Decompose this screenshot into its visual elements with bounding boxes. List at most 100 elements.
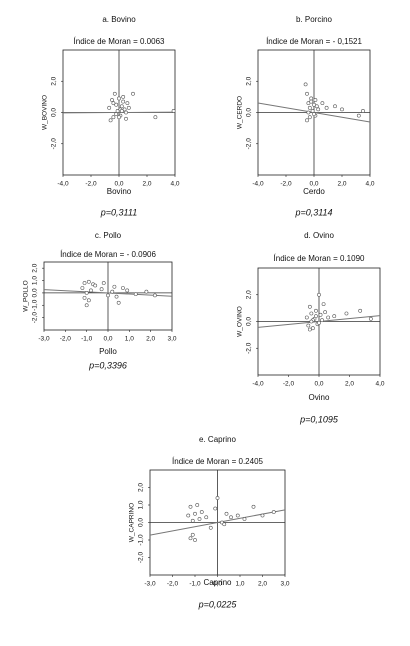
point <box>190 518 195 523</box>
point <box>242 517 247 521</box>
y-tick-label: -2,0 <box>51 138 58 150</box>
point <box>260 513 265 518</box>
y-tick-label: 0,0 <box>51 108 58 117</box>
point <box>106 293 110 298</box>
x-tick-label: -3,0 <box>144 581 156 588</box>
x-axis-label: Ovino <box>309 393 330 402</box>
point <box>133 292 138 297</box>
x-tick-label: 0,0 <box>314 381 323 388</box>
point <box>356 113 361 118</box>
point <box>361 109 365 113</box>
point <box>195 503 200 507</box>
point <box>193 511 197 516</box>
point <box>306 101 311 106</box>
point <box>323 310 328 315</box>
y-tick-label: 2,0 <box>32 263 39 272</box>
point <box>306 323 311 328</box>
point <box>86 279 91 284</box>
point <box>309 319 314 324</box>
point <box>122 107 127 112</box>
point <box>316 107 321 112</box>
point <box>213 506 218 511</box>
point <box>82 281 87 285</box>
x-tick-label: 3,0 <box>167 336 176 343</box>
point <box>188 536 193 541</box>
panel-title: c. Pollo <box>95 231 122 240</box>
x-tick-label: 0,0 <box>309 181 318 188</box>
x-tick-label: -4,0 <box>57 181 69 188</box>
y-tick-label: -1,0 <box>138 534 145 546</box>
point <box>317 320 321 325</box>
x-tick-label: -2,0 <box>280 181 292 188</box>
point <box>305 118 309 123</box>
point <box>317 292 321 297</box>
y-axis-label: W_CERDO <box>237 96 244 129</box>
p-value: p=0,3396 <box>88 360 127 370</box>
point <box>304 315 309 320</box>
point <box>307 115 312 120</box>
x-tick-label: 1,0 <box>125 336 134 343</box>
point <box>318 312 323 317</box>
y-tick-label: -2,0 <box>32 312 39 324</box>
y-tick-label: 0,0 <box>138 518 145 527</box>
point <box>306 110 311 115</box>
point <box>197 517 202 521</box>
point <box>314 308 318 313</box>
y-tick-label: 0,0 <box>246 108 253 117</box>
y-axis-label: W_OVINO <box>237 306 244 337</box>
x-tick-label: 0,0 <box>114 181 123 188</box>
point <box>305 91 309 96</box>
point <box>204 515 209 520</box>
moran-index: Índice de Moran = 0.1090 <box>274 254 366 263</box>
trend-line <box>62 111 176 114</box>
point <box>114 294 119 299</box>
point <box>115 109 120 113</box>
moran-index: Índice de Moran = 0.2405 <box>172 457 264 466</box>
point <box>171 109 176 113</box>
x-tick-label: 0,0 <box>103 336 112 343</box>
point <box>309 99 314 104</box>
point <box>321 302 326 307</box>
point <box>125 288 130 293</box>
point <box>93 283 98 288</box>
point <box>314 314 318 319</box>
point <box>144 289 149 294</box>
y-tick-label: 0,0 <box>32 288 39 297</box>
point <box>368 316 373 321</box>
point <box>112 91 117 96</box>
x-tick-label: 2,0 <box>146 336 155 343</box>
x-tick-label: -4,0 <box>252 381 264 388</box>
point <box>333 104 337 109</box>
y-axis-label: W_POLLO <box>23 280 30 311</box>
point <box>80 286 85 290</box>
x-tick-label: 4,0 <box>170 181 179 188</box>
point <box>110 98 114 102</box>
point <box>84 291 89 295</box>
x-tick-label: -2,0 <box>283 381 295 388</box>
x-tick-label: 2,0 <box>337 181 346 188</box>
point <box>208 525 213 530</box>
panel-title: e. Caprino <box>199 435 236 444</box>
point <box>110 289 115 294</box>
point <box>199 510 204 514</box>
point <box>125 101 130 106</box>
panel-title: d. Ovino <box>304 231 334 240</box>
point <box>124 110 128 115</box>
point <box>324 105 329 110</box>
point <box>358 308 363 313</box>
point <box>307 105 312 110</box>
point <box>108 118 113 123</box>
x-axis-label: Cerdo <box>303 187 325 196</box>
point <box>312 102 316 107</box>
point <box>307 327 312 332</box>
point <box>193 538 197 542</box>
p-value: p=0,0225 <box>198 599 238 609</box>
point <box>117 115 121 120</box>
y-tick-label: -2,0 <box>246 342 253 354</box>
point <box>101 281 106 285</box>
trend-line <box>43 289 173 297</box>
point <box>224 511 229 516</box>
y-axis-label: W_BOVINO <box>42 95 49 130</box>
x-tick-label: -2,0 <box>167 581 179 588</box>
